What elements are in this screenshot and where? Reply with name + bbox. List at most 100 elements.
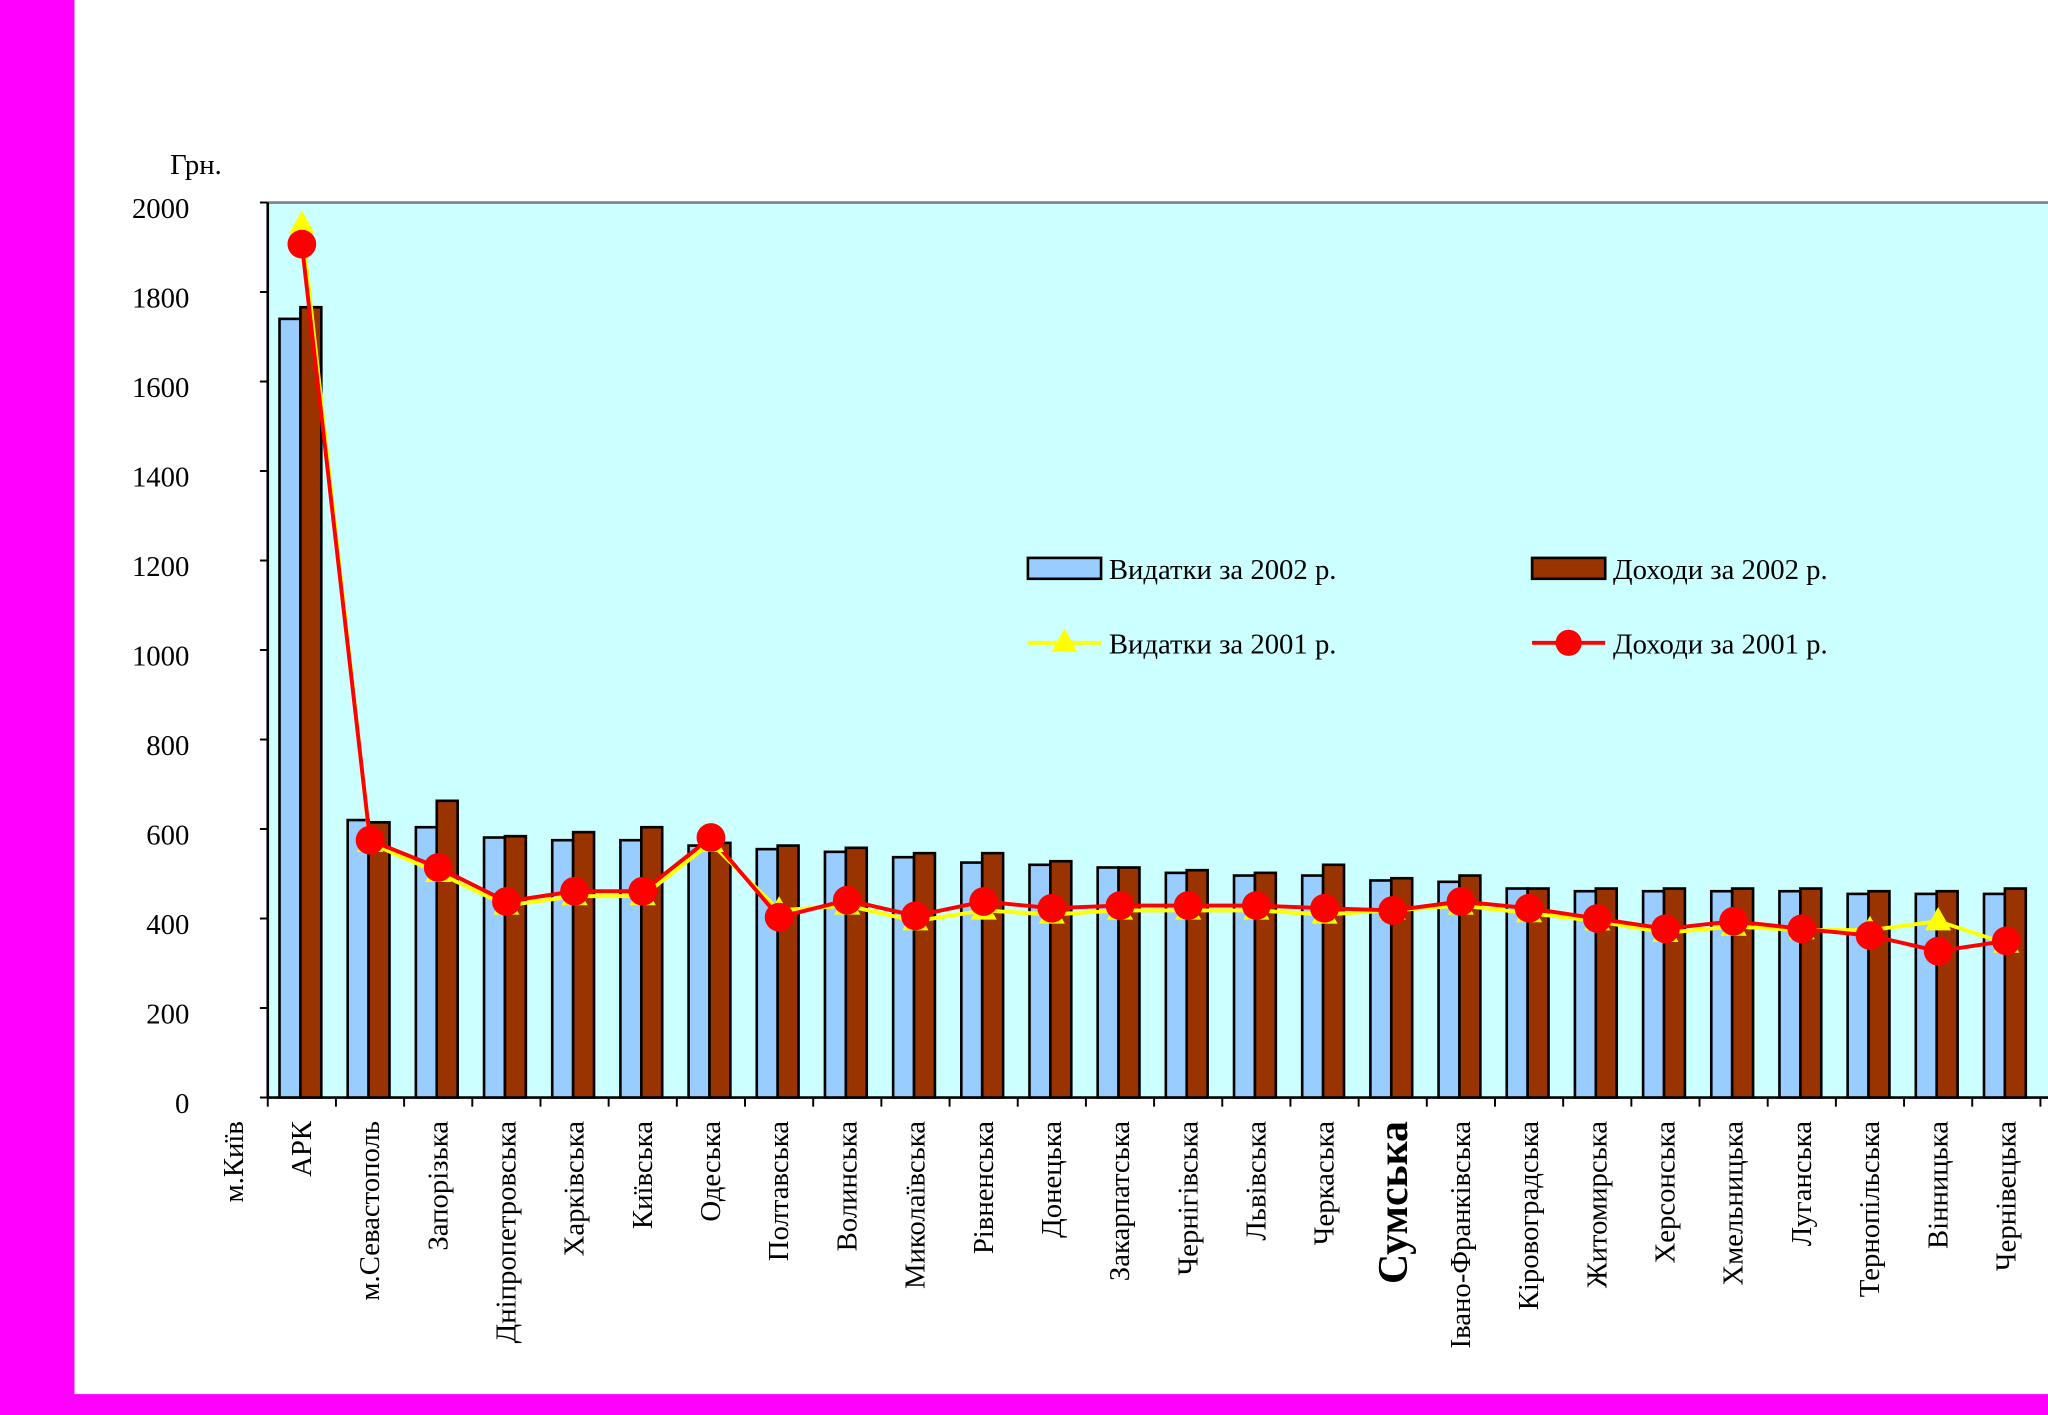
bar [346, 818, 370, 1099]
x-tick-label: Запорізька [422, 1121, 454, 1251]
point [423, 853, 453, 882]
bar [776, 844, 800, 1099]
bar [1458, 874, 1482, 1099]
y-tick-label: 1800 [132, 283, 189, 315]
x-tick-label: Полтавська [763, 1121, 795, 1261]
x-tick-label: м.Севастополь [354, 1121, 386, 1301]
legend-marker [1555, 629, 1582, 656]
bar [1117, 866, 1141, 1099]
bar [640, 825, 664, 1099]
y-tick-label: 200 [146, 999, 189, 1031]
y-axis-label: Грн. [170, 149, 222, 181]
point [901, 901, 930, 931]
x-tick-label: Сумська [1371, 1121, 1417, 1284]
y-tick-label: 0 [175, 1088, 189, 1120]
bar [1389, 876, 1414, 1099]
bar [435, 799, 459, 1099]
bar [1526, 887, 1550, 1099]
point [764, 902, 794, 932]
x-tick-label: Чернівецька [1990, 1121, 2022, 1271]
bar [755, 847, 779, 1099]
point [1925, 906, 1952, 931]
x-tick-label: Луганська [1786, 1121, 1818, 1246]
bar [2003, 887, 2028, 1099]
x-tick-label: Черкаська [1309, 1121, 1341, 1245]
x-tick-label: Кіровоградська [1513, 1121, 1545, 1310]
frame-left [0, 0, 75, 1415]
bar [1594, 887, 1619, 1099]
y-tick-label: 400 [146, 909, 189, 941]
x-tick-label: Донецька [1036, 1121, 1068, 1238]
point [1787, 914, 1817, 944]
point [288, 210, 315, 235]
x-tick-label: Вінницька [1922, 1121, 1954, 1249]
point [492, 887, 521, 916]
point [1310, 893, 1339, 923]
legend-label: Видатки за 2002 р. [1109, 554, 1337, 586]
x-tick-label: Дніпропетровська [491, 1121, 523, 1344]
x-tick-label: Херсонська [1650, 1121, 1682, 1264]
bar [1982, 892, 2007, 1099]
x-tick-label: Волинська [831, 1121, 863, 1252]
bar [503, 834, 528, 1099]
point [287, 229, 317, 259]
y-tick-label: 2000 [132, 193, 189, 225]
point [1446, 887, 1476, 916]
point [1241, 891, 1271, 920]
point [696, 823, 726, 852]
legend-swatch [1026, 556, 1103, 581]
bar [891, 855, 916, 1099]
point [1991, 926, 2021, 956]
x-tick-label: Одеська [695, 1121, 727, 1222]
y-tick-label: 1400 [132, 462, 189, 494]
x-tick-label: Миколаївська [900, 1121, 932, 1289]
frame-bottom [0, 1394, 2048, 1415]
bar [1730, 887, 1755, 1099]
x-tick-label: Хмельницька [1718, 1121, 1750, 1286]
x-tick-label: Житомирська [1581, 1121, 1613, 1288]
y-tick-label: 1000 [132, 641, 189, 673]
point [1037, 893, 1067, 923]
point [560, 876, 589, 906]
x-tick-label: Рівненська [968, 1121, 1000, 1254]
x-tick-label: Київська [627, 1121, 659, 1229]
point [1582, 904, 1612, 933]
point [1173, 891, 1203, 920]
bar [912, 851, 937, 1099]
legend-marker [1051, 628, 1078, 652]
point [1105, 891, 1135, 920]
legend-label: Доходи за 2001 р. [1613, 628, 1828, 660]
x-tick-label: Львівська [1241, 1121, 1273, 1241]
y-tick-label: 1600 [132, 372, 189, 404]
point [832, 885, 862, 915]
x-tick-label: Закарпатська [1104, 1121, 1136, 1281]
legend-label: Видатки за 2001 р. [1109, 628, 1337, 660]
bar [299, 305, 323, 1099]
bar [482, 836, 507, 1099]
bar [367, 820, 391, 1099]
bar [687, 844, 711, 1099]
bar [1253, 871, 1278, 1099]
bar [278, 317, 302, 1099]
x-tick-label: АРК [286, 1120, 318, 1177]
bar [571, 830, 596, 1099]
point [628, 876, 658, 906]
bar [708, 841, 732, 1099]
bar [844, 846, 869, 1099]
point [1719, 906, 1748, 936]
legend-label: Доходи за 2002 р. [1613, 554, 1828, 586]
x-tick-label: Тернопільська [1854, 1121, 1886, 1297]
point [1514, 893, 1544, 923]
y-tick-label: 800 [146, 730, 189, 762]
x-tick-label: Івано-Франківська [1445, 1121, 1477, 1349]
point [1378, 896, 1408, 925]
point [1651, 914, 1680, 944]
point [969, 887, 999, 916]
y-tick-label: 600 [146, 820, 189, 852]
legend-swatch [1530, 556, 1607, 581]
point [1855, 921, 1885, 950]
x-tick-label: Чернігівська [1172, 1121, 1204, 1276]
point [355, 825, 385, 855]
point [1923, 936, 1953, 966]
